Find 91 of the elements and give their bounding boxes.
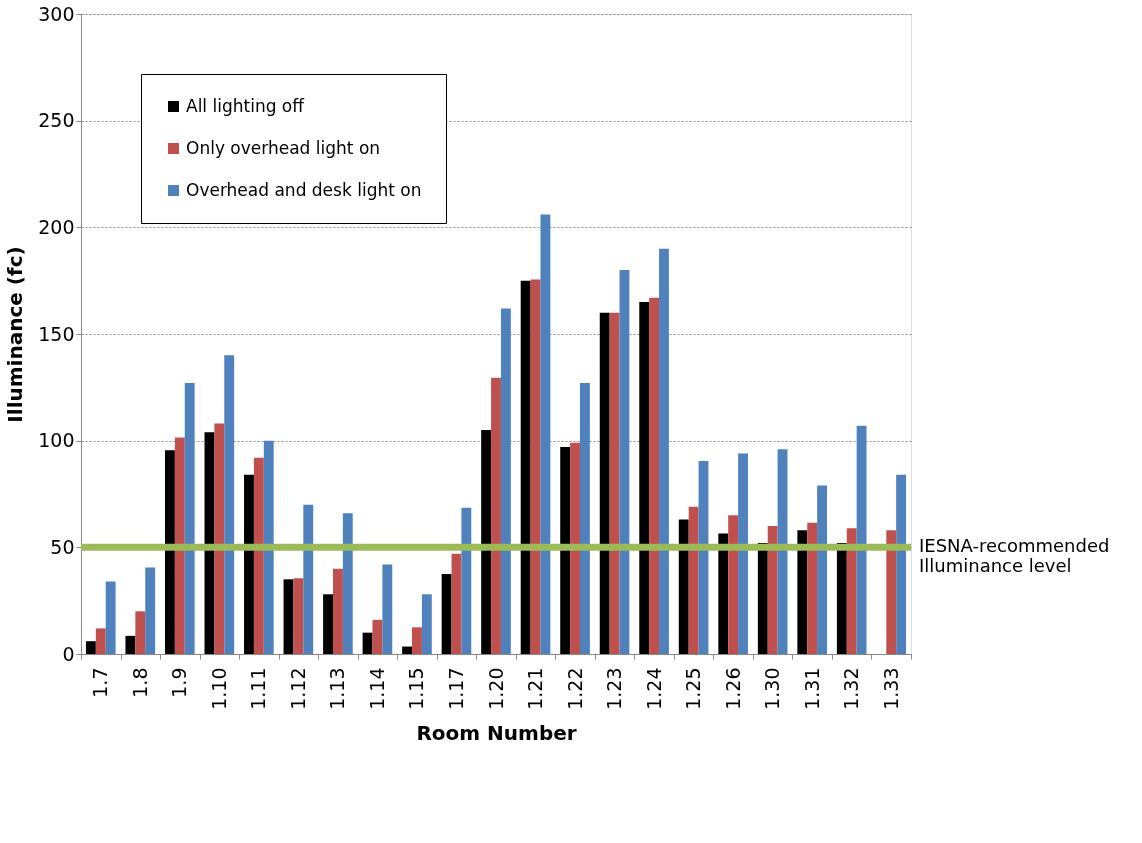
- bar: [678, 519, 689, 654]
- bar: [412, 627, 422, 654]
- bar: [481, 430, 492, 654]
- bar: [461, 507, 472, 654]
- bar: [639, 302, 650, 654]
- x-tick-label: 1.26: [721, 667, 744, 710]
- x-tick-label: 1.32: [840, 667, 863, 710]
- bar: [125, 635, 136, 654]
- bar: [896, 474, 907, 654]
- ref-line-label: IESNA-recommended Illuminance level: [919, 535, 1110, 577]
- bar: [135, 611, 146, 654]
- y-axis-title: Illuminance (fc): [3, 246, 28, 423]
- bar: [244, 474, 254, 654]
- x-tick-label: 1.17: [444, 667, 467, 710]
- bar: [728, 515, 739, 654]
- bar: [520, 280, 531, 654]
- x-tick-label: 1.11: [247, 667, 270, 710]
- bar: [421, 594, 432, 654]
- bar: [85, 641, 96, 654]
- bar: [491, 377, 501, 654]
- bar: [303, 504, 314, 654]
- bar: [184, 383, 195, 654]
- bar: [560, 447, 571, 654]
- x-tick-label: 1.25: [682, 667, 705, 710]
- x-axis-title: Room Number: [416, 720, 577, 745]
- bar: [836, 543, 847, 654]
- x-tick-label: 1.12: [286, 667, 309, 710]
- x-tick-label: 1.15: [405, 667, 428, 710]
- bar: [382, 564, 393, 654]
- bar: [817, 485, 828, 654]
- bar: [570, 442, 580, 654]
- x-tick-label: 1.9: [168, 667, 191, 698]
- bar: [579, 383, 590, 654]
- bar: [540, 214, 551, 654]
- x-tick-label: 1.8: [128, 667, 151, 698]
- y-tick-label: 0: [62, 642, 75, 665]
- bar: [451, 553, 462, 654]
- x-tick-label: 1.10: [207, 667, 230, 710]
- x-tick-label: 1.22: [563, 667, 586, 710]
- y-tick-label: 100: [38, 429, 75, 452]
- bar: [362, 632, 373, 654]
- bar: [797, 530, 808, 654]
- x-tick-label: 1.31: [800, 667, 823, 710]
- bar: [718, 533, 729, 654]
- bar: [649, 297, 660, 654]
- y-tick-label: 300: [38, 2, 75, 25]
- x-tick-label: 1.14: [365, 667, 388, 710]
- bar: [609, 312, 620, 654]
- bar: [500, 308, 511, 654]
- bar: [372, 619, 383, 654]
- legend-label: Only overhead light on: [186, 137, 381, 158]
- bar: [738, 453, 748, 654]
- x-tick-label: 1.13: [326, 667, 349, 710]
- bar: [145, 567, 156, 654]
- bar: [164, 450, 175, 654]
- bar: [767, 526, 778, 654]
- bar: [402, 646, 413, 654]
- x-tick-label: 1.33: [879, 667, 902, 710]
- bar: [688, 506, 699, 654]
- x-tick-label: 1.21: [524, 667, 547, 710]
- y-tick-label: 250: [38, 109, 75, 132]
- bar: [659, 248, 669, 654]
- bar: [224, 355, 235, 654]
- bar: [856, 425, 867, 654]
- x-tick-label: 1.23: [603, 667, 626, 710]
- y-tick-label: 50: [50, 535, 75, 558]
- legend-label: Overhead and desk light on: [186, 179, 422, 200]
- y-tick-label: 150: [38, 322, 75, 345]
- x-tick-label: 1.24: [642, 667, 665, 710]
- bar: [599, 312, 610, 654]
- bar: [846, 528, 857, 654]
- x-tick-label: 1.30: [761, 667, 784, 710]
- bar: [757, 543, 768, 654]
- bar: [253, 457, 264, 654]
- bar: [886, 530, 897, 654]
- legend-label: All lighting off: [186, 95, 306, 116]
- bar: [332, 568, 343, 654]
- bar: [293, 578, 304, 654]
- bar: [263, 440, 274, 654]
- x-tick-label: 1.20: [484, 667, 507, 710]
- bar: [323, 594, 333, 654]
- y-tick-label: 200: [38, 215, 75, 238]
- bar: [174, 437, 185, 654]
- bar: [441, 574, 452, 654]
- x-tick-label: 1.7: [89, 667, 112, 698]
- bar: [214, 423, 225, 654]
- bar: [105, 581, 116, 654]
- bar: [283, 579, 294, 654]
- bar: [807, 522, 818, 654]
- bar: [95, 628, 106, 654]
- bar: [342, 513, 353, 654]
